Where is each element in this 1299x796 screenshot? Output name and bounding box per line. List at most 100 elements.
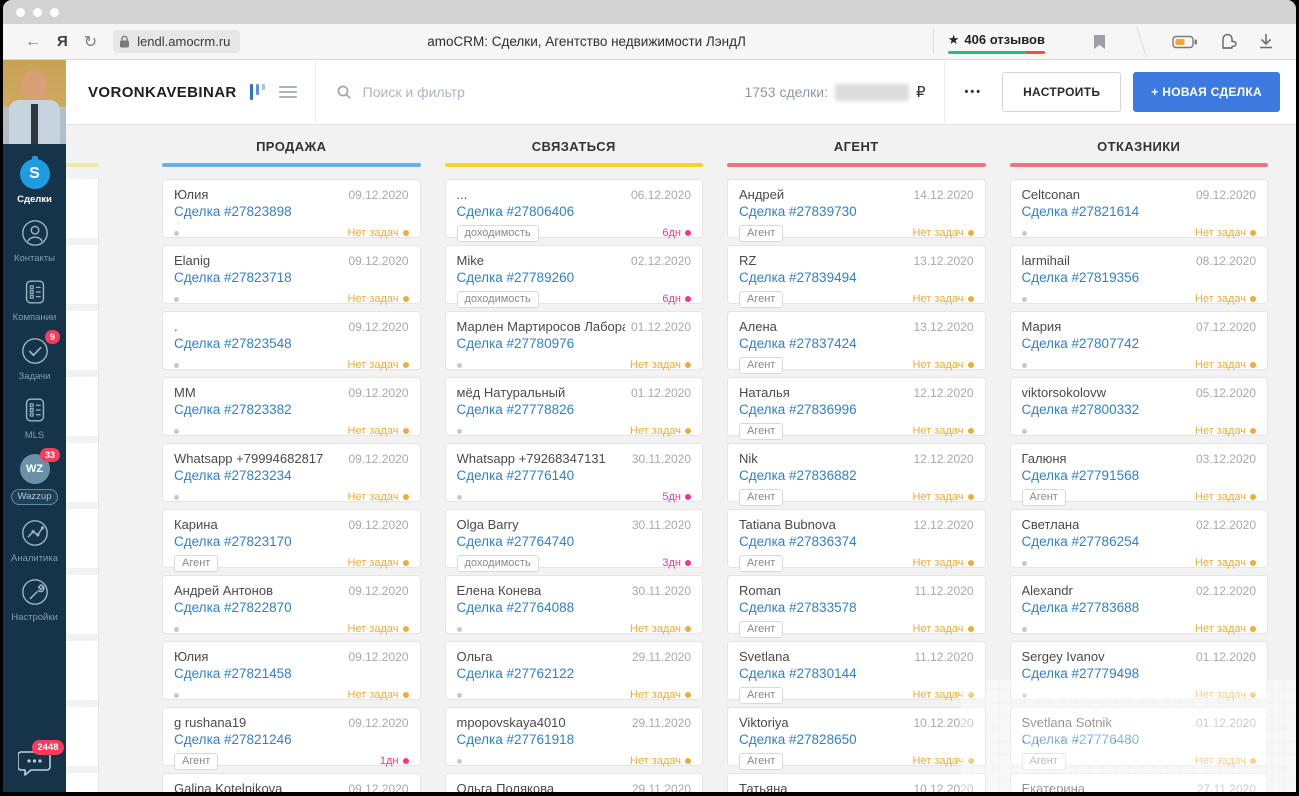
deal-link[interactable]: Сделка #27823548 (174, 336, 292, 351)
deal-card[interactable]: Elanig 09.12.2020 Сделка #27823718 Нет з… (162, 245, 421, 305)
deal-card[interactable]: Mike 02.12.2020 Сделка #27789260 доходим… (444, 245, 703, 308)
deal-link[interactable]: Сделка #27806406 (456, 204, 575, 219)
deal-link[interactable]: Сделка #27807742 (1021, 336, 1140, 351)
deal-link[interactable]: Сделка #27789260 (456, 270, 575, 285)
deal-link[interactable]: Сделка #27823898 (174, 204, 292, 219)
menu-icon[interactable] (278, 86, 297, 98)
sidebar-item[interactable]: Контакты (3, 217, 66, 264)
user-avatar[interactable] (3, 60, 66, 144)
close-window-button[interactable] (16, 7, 25, 17)
deal-card[interactable]: Ольга Полякова 29.11.2020 (444, 773, 703, 792)
deal-card[interactable]: Whatsapp +79268347131 30.11.2020 Сделка … (444, 443, 703, 503)
sidebar-item[interactable]: Аналитика (3, 517, 66, 564)
deal-card[interactable]: Whatsapp +79994682817 09.12.2020 Сделка … (162, 443, 421, 503)
deal-link[interactable]: Сделка #27800332 (1021, 402, 1140, 417)
deal-card[interactable]: larmihail 08.12.2020 Сделка #27819356 Не… (1009, 245, 1268, 305)
back-icon[interactable]: ← (25, 32, 41, 50)
yandex-browser-icon[interactable]: Я (57, 33, 68, 50)
deal-link[interactable]: Сделка #27836374 (739, 534, 857, 549)
sidebar-item[interactable]: S Сделки (3, 156, 66, 205)
deal-card[interactable]: viktorsokolovw 05.12.2020 Сделка #278003… (1009, 377, 1268, 437)
reviews-widget[interactable]: ★ 406 отзывов (932, 29, 1059, 54)
download-icon[interactable] (1258, 33, 1274, 50)
deal-card[interactable]: mpopovskaya4010 29.11.2020 Сделка #27761… (444, 707, 703, 767)
refresh-icon[interactable]: ↻ (83, 33, 98, 51)
deal-card[interactable]: Svetlana Sotnik 01.12.2020 Сделка #27776… (1009, 707, 1268, 770)
deal-card[interactable]: Galina Kotelnikova 09.12.2020 (162, 773, 421, 792)
deal-link[interactable]: Сделка #27762122 (456, 666, 575, 681)
deal-link[interactable]: Сделка #27819356 (1021, 270, 1140, 285)
pipeline-name[interactable]: VORONKAVEBINAR (88, 83, 237, 101)
deal-link[interactable]: Сделка #27776140 (456, 468, 575, 483)
deal-link[interactable]: Сделка #27830144 (739, 666, 857, 681)
glove-icon[interactable] (1218, 33, 1238, 51)
deal-card[interactable]: Карина 09.12.2020 Сделка #27823170 Агент… (162, 509, 421, 572)
deal-card[interactable]: Светлана 02.12.2020 Сделка #27786254 Нет… (1009, 509, 1268, 569)
sidebar-item[interactable]: WZ 33 Wazzup (3, 448, 66, 505)
deal-link[interactable]: Сделка #27786254 (1021, 534, 1140, 549)
deal-card[interactable]: MM 09.12.2020 Сделка #27823382 Нет задач (162, 377, 421, 437)
deal-card[interactable]: Ольга 29.11.2020 Сделка #27762122 Нет за… (444, 641, 703, 701)
deal-card[interactable]: Tatiana Bubnova 12.12.2020 Сделка #27836… (727, 509, 986, 572)
deal-card[interactable]: RZ 13.12.2020 Сделка #27839494 Агент Нет… (727, 245, 986, 308)
deal-link[interactable]: Сделка #27778826 (456, 402, 575, 417)
sidebar-item[interactable]: Компании (3, 276, 66, 323)
bookmark-icon[interactable] (1093, 34, 1106, 50)
deal-link[interactable]: Сделка #27837424 (739, 336, 857, 351)
deal-card[interactable]: Алена 13.12.2020 Сделка #27837424 Агент … (727, 311, 986, 374)
more-options-button[interactable]: ••• (964, 86, 983, 98)
deal-card[interactable]: Alexandr 02.12.2020 Сделка #27783688 Нет… (1009, 575, 1268, 635)
funnel-view-icon[interactable] (249, 84, 265, 100)
deal-link[interactable]: Сделка #27783688 (1021, 600, 1140, 615)
zoom-window-button[interactable] (50, 7, 59, 17)
deal-card[interactable]: Svetlana 11.12.2020 Сделка #27830144 Аге… (727, 641, 986, 704)
deal-card[interactable]: Мария 07.12.2020 Сделка #27807742 Нет за… (1009, 311, 1268, 371)
deal-link[interactable]: Сделка #27823170 (174, 534, 292, 549)
deal-link[interactable]: Сделка #27839494 (739, 270, 857, 285)
deal-link[interactable]: Сделка #27821246 (174, 732, 292, 747)
deal-card[interactable]: Viktoriya 10.12.2020 Сделка #27828650 Аг… (727, 707, 986, 770)
deal-card[interactable]: Галюня 03.12.2020 Сделка #27791568 Агент… (1009, 443, 1268, 506)
deal-card[interactable]: Елена Конева 30.11.2020 Сделка #27764088… (444, 575, 703, 635)
deal-card[interactable]: Sergey Ivanov 01.12.2020 Сделка #2777949… (1009, 641, 1268, 701)
deal-card[interactable]: Наталья 12.12.2020 Сделка #27836996 Аген… (727, 377, 986, 440)
new-deal-button[interactable]: + НОВАЯ СДЕЛКА (1133, 72, 1280, 112)
sidebar-item[interactable]: 9 Задачи (3, 330, 66, 382)
sidebar-item[interactable]: Настройки (3, 576, 66, 623)
deal-link[interactable]: Сделка #27776480 (1021, 732, 1140, 747)
deal-card[interactable]: Татьяна 10.12.2020 (727, 773, 986, 792)
deal-link[interactable]: Сделка #27823234 (174, 468, 292, 483)
battery-saver-icon[interactable] (1172, 35, 1198, 49)
deal-card[interactable]: Roman 11.12.2020 Сделка #27833578 Агент … (727, 575, 986, 638)
minimize-window-button[interactable] (33, 7, 42, 17)
deal-link[interactable]: Сделка #27761918 (456, 732, 575, 747)
deal-link[interactable]: Сделка #27823382 (174, 402, 292, 417)
deal-link[interactable]: Сделка #27836882 (739, 468, 857, 483)
deal-link[interactable]: Сделка #27836996 (739, 402, 857, 417)
sidebar-item[interactable]: MLS (3, 394, 66, 441)
configure-button[interactable]: НАСТРОИТЬ (1002, 72, 1122, 112)
deal-link[interactable]: Сделка #27821458 (174, 666, 292, 681)
deal-link[interactable]: Сделка #27839730 (739, 204, 857, 219)
deal-link[interactable]: Сделка #27828650 (739, 732, 857, 747)
address-bar[interactable]: lendl.amocrm.ru (113, 30, 241, 53)
deal-link[interactable]: Сделка #27764088 (456, 600, 575, 615)
deal-card[interactable]: Юлия 09.12.2020 Сделка #27823898 Нет зад… (162, 179, 421, 239)
deal-card[interactable]: Celtconan 09.12.2020 Сделка #27821614 Не… (1009, 179, 1268, 239)
deal-card[interactable]: мёд Натуральный 01.12.2020 Сделка #27778… (444, 377, 703, 437)
deal-card[interactable]: Olga Barry 30.11.2020 Сделка #27764740 д… (444, 509, 703, 572)
deal-card[interactable]: Nik 12.12.2020 Сделка #27836882 Агент Не… (727, 443, 986, 506)
deal-link[interactable]: Сделка #27822870 (174, 600, 292, 615)
deal-card[interactable]: Марлен Мартиросов Лаборатория права 01.1… (444, 311, 703, 371)
deal-card[interactable]: Андрей Антонов 09.12.2020 Сделка #278228… (162, 575, 421, 635)
deal-link[interactable]: Сделка #27823718 (174, 270, 292, 285)
deal-link[interactable]: Сделка #27791568 (1021, 468, 1140, 483)
deal-link[interactable]: Сделка #27779498 (1021, 666, 1140, 681)
deal-link[interactable]: Сделка #27821614 (1021, 204, 1140, 219)
deal-card[interactable]: ... 06.12.2020 Сделка #27806406 доходимо… (444, 179, 703, 242)
deal-card[interactable]: Юлия 09.12.2020 Сделка #27821458 Нет зад… (162, 641, 421, 701)
deal-card[interactable]: Екатерина 27.11.2020 (1009, 773, 1268, 792)
deal-link[interactable]: Сделка #27764740 (456, 534, 575, 549)
deal-card[interactable]: Андрей 14.12.2020 Сделка #27839730 Агент… (727, 179, 986, 242)
support-chat-button[interactable]: 2448 (17, 740, 64, 778)
